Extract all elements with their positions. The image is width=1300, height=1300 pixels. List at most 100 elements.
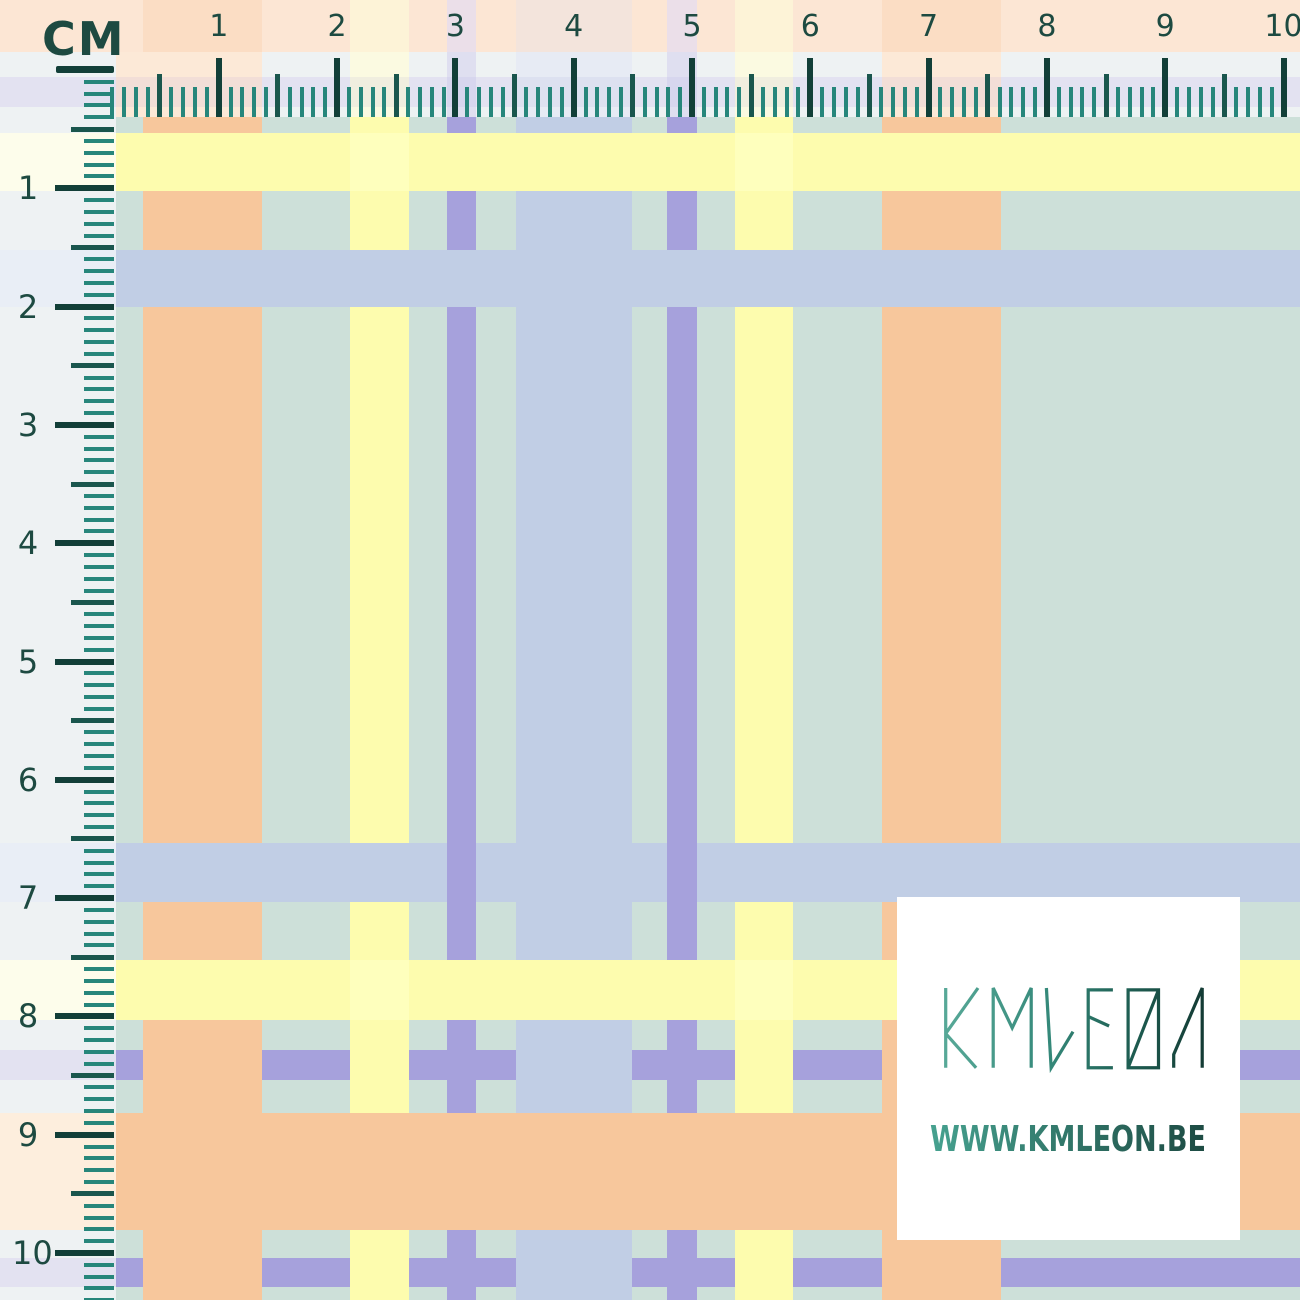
top-ruler-number: 2 [327,9,347,44]
left-ruler-tick [84,280,114,285]
left-ruler-tick [84,1144,114,1149]
left-ruler-number: 5 [17,642,39,681]
top-ruler-tick [323,87,328,117]
plaid-cell [632,107,667,117]
plaid-cell [735,1113,793,1230]
plaid-cell [116,77,143,107]
left-ruler-tick [84,1085,114,1090]
left-ruler-tick [84,316,114,321]
left-ruler-tick [84,257,114,262]
plaid-cell [476,843,516,902]
plaid-cell [793,133,882,191]
glyph-O [1126,988,1161,1070]
plaid-cell [882,843,1001,902]
top-ruler-tick [654,87,659,117]
left-ruler-tick [71,481,114,487]
plaid-cell [735,902,793,960]
plaid-cell [476,117,516,133]
plaid-cell [667,843,697,902]
plaid-cell [350,843,409,902]
left-ruler-tick [55,540,114,547]
plaid-cell [476,133,516,191]
plaid-cell [735,960,793,1020]
top-ruler-tick [701,87,706,117]
plaid-cell [793,1050,882,1080]
plaid-cell [735,1230,793,1258]
plaid-cell [516,307,632,843]
plaid-cell [697,960,735,1020]
plaid-cell [0,107,116,117]
plaid-cell [262,1020,350,1050]
top-ruler-tick [997,87,1002,117]
left-ruler-tick [84,1097,114,1102]
left-ruler-tick [84,351,114,356]
plaid-cell [262,107,350,117]
plaid-cell [143,307,262,843]
top-ruler-tick [619,87,624,117]
left-ruler-tick [84,1274,114,1279]
plaid-cell [262,250,350,307]
plaid-cell [409,1020,447,1050]
top-ruler-tick [133,87,138,117]
top-ruler-number: 6 [800,9,820,44]
plaid-cell [350,1050,409,1080]
plaid-cell [447,1287,476,1300]
plaid-cell [697,307,735,843]
plaid-cell [476,250,516,307]
top-ruler-tick [938,87,943,117]
left-ruler-number: 7 [17,879,39,918]
plaid-cell [735,1020,793,1050]
left-ruler-tick [84,624,114,628]
plaid-cell [632,902,667,960]
left-ruler-tick [84,79,114,84]
plaid-cell [409,1080,447,1113]
plaid-cell [350,1113,409,1230]
top-ruler-tick [299,87,304,117]
plaid-cell [476,307,516,843]
top-ruler-tick [512,74,518,117]
top-ruler-tick [843,87,848,117]
plaid-cell [116,1113,143,1230]
top-ruler-tick [1080,87,1085,117]
top-ruler-tick [1198,87,1203,117]
plaid-cell [116,117,143,133]
left-ruler-tick [71,126,114,132]
top-ruler-tick [1234,87,1239,117]
plaid-cell [143,1080,262,1113]
top-ruler-tick [784,87,789,117]
top-ruler-tick [1127,87,1132,117]
plaid-cell [447,107,476,117]
plaid-cell [143,133,262,191]
plaid-cell [793,1080,882,1113]
top-ruler-tick [1175,87,1180,117]
top-ruler-tick [607,87,612,117]
plaid-cell [447,52,476,77]
left-ruler-tick [84,612,114,617]
top-ruler-number: 3 [445,9,465,44]
plaid-cell [735,843,793,902]
plaid-cell [116,250,143,307]
left-ruler-tick [84,742,114,747]
plaid-cell [409,1230,447,1258]
left-ruler-tick [84,399,114,404]
top-ruler-tick [358,87,363,117]
top-ruler-tick [1151,87,1156,117]
top-ruler-number: 8 [1037,9,1057,44]
left-ruler-tick [84,493,114,498]
top-ruler-tick [559,87,564,117]
plaid-cell [262,1080,350,1113]
left-ruler-tick [84,1049,114,1054]
plaid-cell [0,1020,116,1050]
plaid-cell [735,117,793,133]
plaid-cell [793,1020,882,1050]
plaid-cell [143,0,262,52]
top-ruler-tick [1280,58,1287,117]
top-ruler-tick [1033,87,1038,117]
plaid-cell [632,307,667,843]
plaid-cell [476,1113,516,1230]
left-ruler-tick [84,470,114,475]
plaid-cell [143,52,262,77]
plaid-cell [516,1113,632,1230]
plaid-cell [697,1050,735,1080]
glyph-E [1086,988,1113,1070]
